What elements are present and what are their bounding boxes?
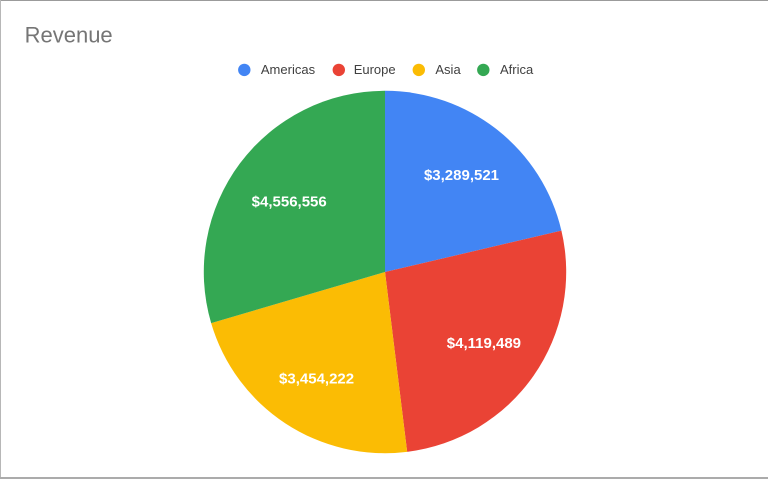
svg-text:$4,119,489: $4,119,489 xyxy=(447,335,521,352)
svg-text:$4,556,556: $4,556,556 xyxy=(252,194,327,211)
svg-text:Asia: Asia xyxy=(435,62,461,77)
svg-text:Europe: Europe xyxy=(354,62,396,77)
svg-text:$3,289,521: $3,289,521 xyxy=(424,167,499,184)
svg-text:Revenue: Revenue xyxy=(25,23,113,48)
svg-text:Americas: Americas xyxy=(261,62,316,77)
svg-text:Africa: Africa xyxy=(500,62,534,77)
svg-text:$3,454,222: $3,454,222 xyxy=(279,370,354,387)
